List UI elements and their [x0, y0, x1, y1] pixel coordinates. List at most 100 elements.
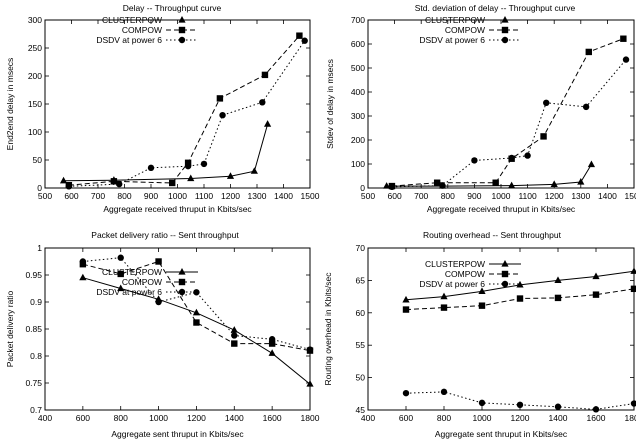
x-tick-label: 1300	[248, 191, 267, 201]
data-point-square	[231, 340, 238, 347]
data-point-triangle	[230, 326, 238, 333]
data-point-circle	[117, 254, 124, 261]
data-point-triangle	[226, 172, 235, 179]
y-tick-label: 1	[37, 243, 42, 253]
legend-label: CLUSTERPOW	[102, 267, 162, 277]
x-tick-label: 1600	[263, 413, 282, 423]
x-axis-label: Aggregate sent thruput in Kbits/sec	[111, 429, 244, 439]
legend-swatch-marker	[501, 260, 509, 267]
legend-swatch-marker	[501, 26, 509, 34]
x-tick-label: 800	[117, 191, 131, 201]
legend-label: CLUSTERPOW	[425, 15, 485, 25]
y-tick-label: 70	[356, 243, 366, 253]
x-tick-label: 700	[414, 191, 428, 201]
data-point-square	[169, 179, 176, 187]
legend-label: COMPOW	[445, 269, 485, 279]
data-point-circle	[439, 182, 446, 189]
data-point-square	[620, 35, 627, 42]
data-point-square	[592, 291, 600, 298]
y-tick-label: 0	[360, 183, 365, 193]
data-point-triangle	[59, 176, 68, 184]
legend-swatch-marker	[178, 16, 186, 23]
y-tick-label: 50	[33, 155, 43, 165]
data-point-circle	[219, 112, 226, 119]
x-tick-label: 1000	[168, 191, 187, 201]
x-tick-label: 600	[76, 413, 90, 423]
chart-title: Std. deviation of delay -- Throughput cu…	[415, 3, 576, 13]
x-tick-label: 1000	[149, 413, 168, 423]
data-point-triangle	[187, 174, 195, 182]
x-tick-label: 1000	[492, 191, 511, 201]
chart-title: Packet delivery ratio -- Sent throughput	[91, 230, 239, 240]
y-tick-label: 100	[28, 127, 42, 137]
y-tick-label: 600	[351, 39, 365, 49]
series-line-triangle	[63, 124, 269, 182]
data-point-circle	[554, 403, 562, 410]
data-point-triangle	[268, 349, 276, 356]
x-tick-label: 400	[38, 413, 52, 423]
y-axis-label: Stdev of delay in msecs	[325, 59, 335, 149]
data-point-square	[110, 178, 118, 185]
x-tick-label: 1800	[625, 413, 636, 423]
data-point-circle	[231, 332, 238, 339]
chart-panel-3: Packet delivery ratio -- Sent throughput…	[5, 230, 320, 439]
legend-swatch-marker	[501, 36, 509, 44]
data-point-triangle	[508, 181, 516, 189]
x-tick-label: 900	[467, 191, 481, 201]
data-point-triangle	[550, 180, 558, 187]
data-point-triangle	[250, 167, 258, 174]
legend-label: DSDV at power 6	[419, 35, 485, 45]
data-point-square	[193, 319, 200, 326]
data-point-circle	[582, 103, 590, 111]
y-axis-label: Routing overhead in Kbits/sec	[323, 272, 333, 386]
data-point-square	[117, 270, 124, 278]
data-point-square	[630, 285, 636, 293]
x-tick-label: 1400	[274, 191, 293, 201]
data-point-circle	[516, 401, 524, 409]
x-axis-label: Aggregate received thruput in Kbits/sec	[427, 204, 576, 214]
data-point-square	[440, 304, 448, 311]
data-point-circle	[259, 99, 266, 106]
x-axis-label: Aggregate sent thruput in Kbits/sec	[435, 429, 568, 439]
data-point-circle	[440, 388, 448, 396]
y-tick-label: 300	[351, 111, 365, 121]
legend-swatch-marker	[178, 278, 186, 286]
y-tick-label: 500	[351, 63, 365, 73]
data-point-square	[478, 302, 486, 309]
x-tick-label: 400	[361, 413, 375, 423]
y-tick-label: 55	[356, 340, 366, 350]
data-point-square	[516, 295, 524, 302]
y-tick-label: 60	[356, 308, 366, 318]
data-point-square	[540, 133, 547, 140]
chart-panel-4: Routing overhead -- Sent throughput 400 60…	[323, 230, 636, 439]
x-tick-label: 1400	[225, 413, 244, 423]
data-point-triangle	[192, 308, 201, 316]
series-line-circle	[391, 59, 627, 188]
data-point-triangle	[630, 267, 636, 274]
y-tick-label: 45	[356, 405, 366, 415]
data-point-triangle	[577, 178, 585, 185]
data-point-square	[402, 306, 410, 313]
data-point-circle	[147, 164, 155, 172]
legend-swatch-marker	[501, 280, 509, 288]
data-point-triangle	[79, 273, 87, 281]
data-point-triangle	[383, 182, 391, 189]
data-point-triangle	[440, 292, 448, 300]
x-tick-label: 600	[399, 413, 413, 423]
x-tick-label: 600	[64, 191, 78, 201]
data-point-circle	[478, 399, 486, 407]
x-tick-label: 500	[38, 191, 52, 201]
legend-swatch-marker	[178, 268, 186, 275]
data-point-triangle	[117, 284, 125, 292]
data-point-square	[492, 179, 499, 186]
data-point-circle	[116, 180, 123, 188]
legend-swatch-marker	[501, 270, 509, 278]
data-point-circle	[301, 37, 308, 44]
x-tick-label: 500	[361, 191, 375, 201]
data-point-square	[155, 258, 162, 265]
y-tick-label: 0.9	[30, 297, 42, 307]
legend-label: CLUSTERPOW	[102, 15, 162, 25]
data-point-circle	[193, 289, 200, 296]
